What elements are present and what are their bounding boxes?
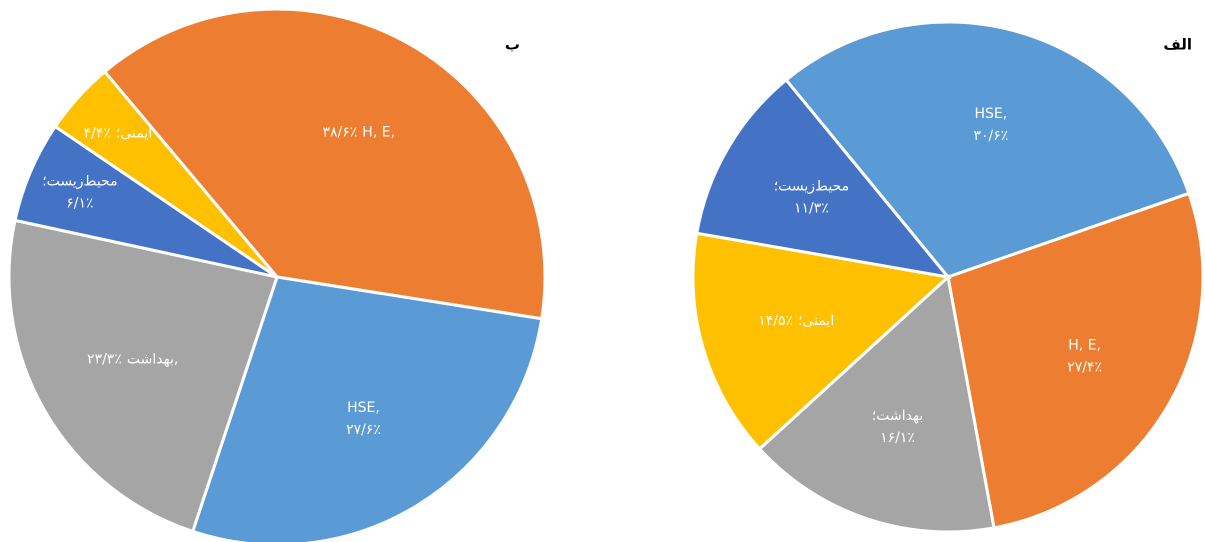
pie-slice: [691, 231, 952, 451]
slice-value: ۱۴/۵٪: [758, 313, 793, 329]
pie-slice: [757, 274, 996, 534]
chart-title: ب: [505, 36, 520, 54]
slice-category: H, E,: [362, 124, 395, 140]
slice-value: ۱۱/۳٪: [794, 200, 829, 216]
slice-value: ۴/۴٪: [84, 125, 111, 141]
pie-slice: [7, 218, 279, 534]
slice-category: ایمنی؛: [116, 125, 152, 141]
slice-category: ایمنی؛: [798, 313, 834, 329]
slice-category: بهداشت؛: [872, 408, 924, 424]
pie-slice: [190, 275, 544, 542]
pie-slice: [784, 20, 1191, 279]
pie-slice: [53, 69, 279, 279]
slice-category: H, E,: [1068, 338, 1101, 354]
pie-slice: [695, 77, 952, 280]
slice-value: ۱۶/۱٪: [880, 430, 915, 446]
pie-slice: [946, 191, 1205, 530]
slice-category: HSE,: [347, 400, 380, 416]
pie-slice: [102, 7, 547, 321]
slice-category: HSE,: [975, 106, 1008, 122]
slice-category: محیط‌زیست؛: [774, 178, 849, 194]
slice-value: ۲۷/۴٪: [1067, 360, 1102, 376]
slice-value: ۲۳/۳٪: [87, 351, 122, 367]
slice-value: ۶/۱٪: [66, 196, 93, 212]
slice-category: بهداشت,: [127, 351, 179, 367]
slice-value: ۳۰/۶٪: [973, 128, 1008, 144]
slice-category: محیط‌زیست؛: [42, 174, 117, 190]
slice-value: ۲۷/۶٪: [346, 422, 381, 438]
slice-value: ۳۸/۶٪: [323, 124, 358, 140]
chart-title: الف: [1163, 36, 1192, 54]
